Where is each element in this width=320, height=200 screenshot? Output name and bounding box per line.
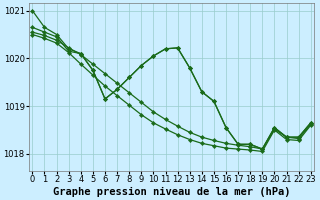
- X-axis label: Graphe pression niveau de la mer (hPa): Graphe pression niveau de la mer (hPa): [53, 186, 290, 197]
